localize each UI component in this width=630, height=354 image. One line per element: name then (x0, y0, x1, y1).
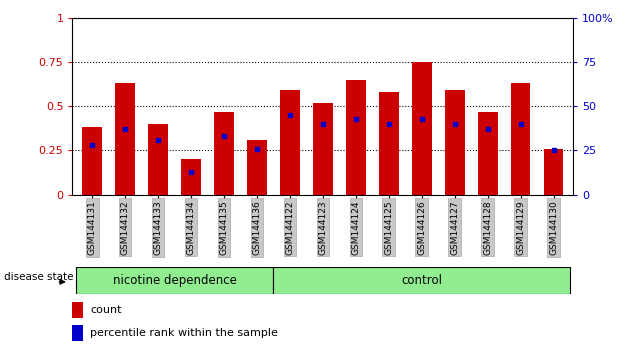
Text: GSM144126: GSM144126 (417, 200, 427, 255)
Bar (511, 83, 530, 195)
Text: GSM144135: GSM144135 (219, 200, 229, 255)
Bar (346, 80, 365, 195)
Text: GSM144131: GSM144131 (88, 200, 97, 255)
Text: GSM144122: GSM144122 (285, 200, 294, 255)
Bar (478, 112, 498, 195)
Text: GSM144125: GSM144125 (384, 200, 393, 255)
Text: control: control (401, 274, 442, 287)
Bar (181, 159, 201, 195)
Text: GSM144134: GSM144134 (186, 200, 195, 255)
Bar (247, 140, 267, 195)
Bar (115, 83, 135, 195)
Bar (273, 267, 570, 294)
Bar (280, 90, 300, 195)
Bar (313, 103, 333, 195)
Bar (148, 124, 168, 195)
Bar (76, 267, 273, 294)
Bar (72, 302, 83, 318)
Bar (445, 90, 464, 195)
Text: GSM144132: GSM144132 (121, 200, 130, 255)
Text: GSM144133: GSM144133 (154, 200, 163, 255)
Text: GSM144124: GSM144124 (352, 200, 360, 255)
Text: disease state: disease state (4, 272, 73, 281)
Text: GSM144136: GSM144136 (253, 200, 261, 255)
Text: GSM144128: GSM144128 (483, 200, 492, 255)
Bar (412, 62, 432, 195)
Text: count: count (90, 305, 122, 315)
Text: nicotine dependence: nicotine dependence (113, 274, 236, 287)
Text: GSM144123: GSM144123 (318, 200, 328, 255)
Bar (214, 112, 234, 195)
Bar (544, 149, 563, 195)
Text: GSM144130: GSM144130 (549, 200, 558, 255)
Text: percentile rank within the sample: percentile rank within the sample (90, 328, 278, 338)
Text: GSM144129: GSM144129 (516, 200, 525, 255)
Text: GSM144127: GSM144127 (450, 200, 459, 255)
Bar (379, 92, 399, 195)
Bar (72, 325, 83, 341)
Bar (83, 127, 102, 195)
